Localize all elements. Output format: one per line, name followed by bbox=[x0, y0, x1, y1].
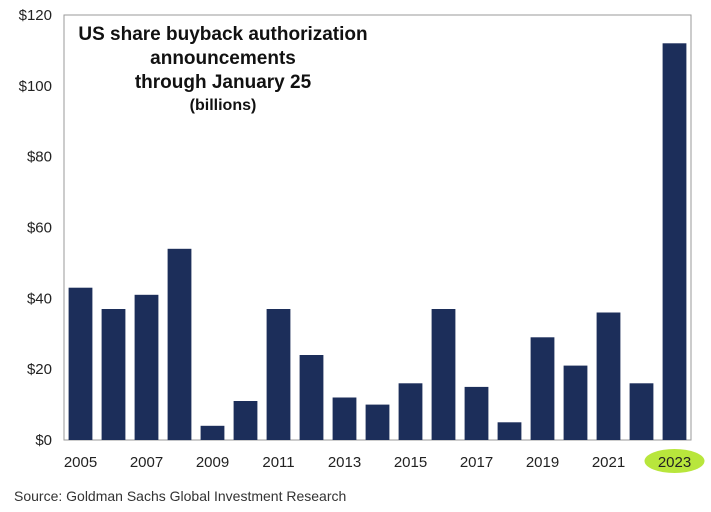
x-tick-label: 2007 bbox=[130, 454, 163, 471]
bar-2021 bbox=[596, 312, 621, 440]
y-tick-label: $20 bbox=[27, 361, 52, 378]
bar-2018 bbox=[497, 422, 522, 440]
chart-title: US share buyback authorization announcem… bbox=[78, 24, 367, 114]
bar-2013 bbox=[332, 397, 357, 440]
x-axis-ticks: 2005 2007 2009 2011 2013 2015 2017 2019 2021 2023 bbox=[64, 449, 705, 473]
bar-2017 bbox=[464, 386, 489, 440]
y-tick-label: $0 bbox=[35, 432, 52, 449]
x-tick-label: 2015 bbox=[394, 454, 427, 471]
x-tick-label: 2021 bbox=[592, 454, 625, 471]
highlight-marker bbox=[644, 449, 705, 473]
bars bbox=[68, 43, 687, 441]
chart-subtitle: (billions) bbox=[190, 97, 257, 114]
title-line-3: through January 25 bbox=[135, 72, 312, 93]
bar-2006 bbox=[101, 309, 126, 440]
bar-2009 bbox=[200, 425, 225, 440]
bar-2015 bbox=[398, 383, 423, 440]
bar-2016 bbox=[431, 309, 456, 440]
bar-2010 bbox=[233, 401, 258, 440]
bar-2014 bbox=[365, 404, 390, 440]
y-axis-ticks: $0 $20 $40 $60 $80 $100 $120 bbox=[19, 7, 52, 449]
bar-2020 bbox=[563, 365, 588, 440]
y-tick-label: $100 bbox=[19, 78, 52, 95]
title-line-2: announcements bbox=[150, 48, 296, 69]
bar-2008 bbox=[167, 248, 192, 441]
bar-2023 bbox=[662, 43, 687, 441]
source-note: Source: Goldman Sachs Global Investment … bbox=[14, 488, 347, 504]
x-tick-label: 2017 bbox=[460, 454, 493, 471]
y-tick-label: $60 bbox=[27, 220, 52, 237]
x-tick-label: 2019 bbox=[526, 454, 559, 471]
bar-2019 bbox=[530, 337, 555, 440]
bar-2012 bbox=[299, 355, 324, 440]
bar-2007 bbox=[134, 294, 159, 440]
y-tick-label: $80 bbox=[27, 149, 52, 166]
x-tick-label: 2013 bbox=[328, 454, 361, 471]
x-tick-label: 2011 bbox=[262, 454, 294, 471]
title-line-1: US share buyback authorization bbox=[78, 24, 367, 45]
bar-2011 bbox=[266, 309, 291, 440]
bar-2022 bbox=[629, 383, 654, 440]
y-tick-label: $120 bbox=[19, 7, 52, 24]
y-tick-label: $40 bbox=[27, 290, 52, 307]
bar-2005 bbox=[68, 287, 93, 440]
x-tick-label: 2009 bbox=[196, 454, 229, 471]
x-tick-label: 2005 bbox=[64, 454, 97, 471]
x-tick-label: 2023 bbox=[658, 454, 691, 471]
